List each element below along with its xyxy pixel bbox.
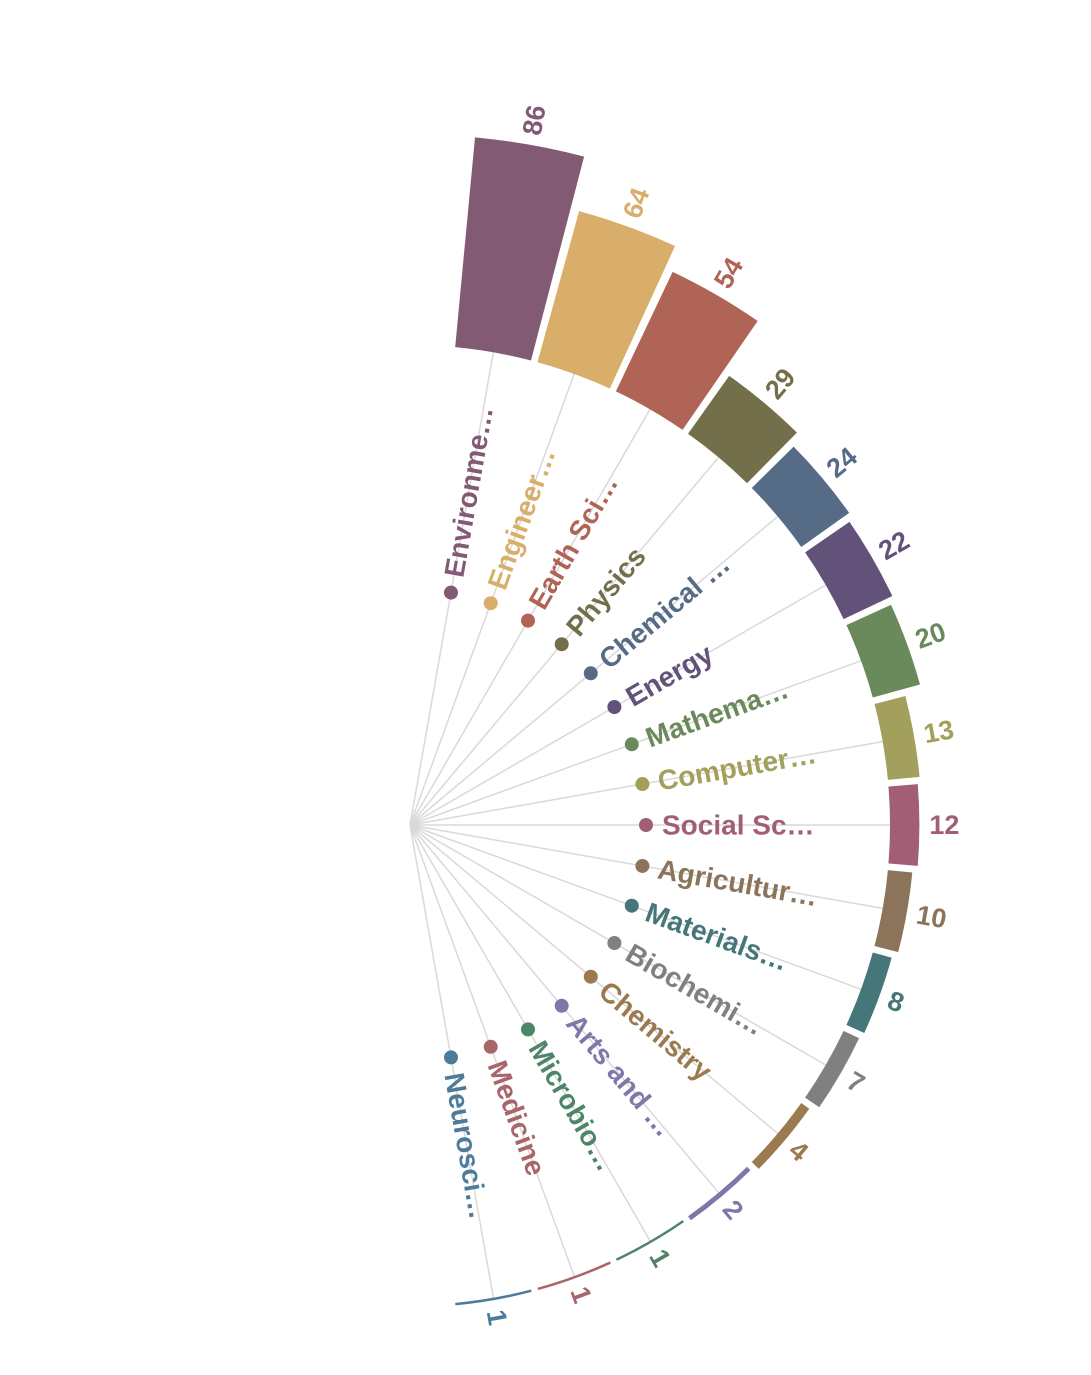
category-dot <box>483 1039 498 1054</box>
value-label: 1 <box>564 1283 597 1307</box>
bar <box>805 1030 860 1108</box>
value-label: 8 <box>884 985 908 1018</box>
category-dot <box>607 700 622 714</box>
bar <box>888 784 920 866</box>
category-dot <box>554 998 569 1013</box>
category-dot <box>624 737 639 752</box>
bar <box>846 952 892 1033</box>
bar <box>751 1103 810 1169</box>
value-label: 22 <box>874 525 915 566</box>
category-dot <box>635 858 650 873</box>
value-label: 20 <box>911 616 949 654</box>
value-label: 24 <box>821 441 863 483</box>
category-label: Environme… <box>438 404 499 579</box>
category-dot <box>554 637 569 652</box>
bar <box>751 446 850 547</box>
bar <box>455 1289 532 1306</box>
value-label: 86 <box>517 103 552 138</box>
value-label: 12 <box>929 810 959 840</box>
category-dot <box>639 818 653 832</box>
bar <box>874 695 920 780</box>
category-dot <box>443 1050 458 1065</box>
category-dot <box>624 898 639 913</box>
category-dot <box>583 969 598 984</box>
bars <box>455 137 921 1306</box>
category-labels: Environme…Engineer…Earth Sci…PhysicsChem… <box>438 404 820 1221</box>
value-label: 1 <box>643 1244 676 1272</box>
category-dot <box>607 936 622 950</box>
category-dot <box>521 1022 535 1037</box>
bar <box>688 1166 751 1221</box>
bar <box>537 211 676 389</box>
bar <box>615 271 758 430</box>
value-label: 2 <box>717 1194 750 1225</box>
value-label: 64 <box>617 184 655 222</box>
category-dot <box>583 666 598 681</box>
category-dot <box>443 585 458 600</box>
value-label: 29 <box>759 363 801 405</box>
value-label: 10 <box>914 900 949 935</box>
category-label: Agricultur… <box>655 853 820 912</box>
value-label: 4 <box>783 1135 814 1168</box>
category-label: Social Sc… <box>662 810 815 841</box>
bar <box>537 1261 611 1291</box>
category-dot <box>521 613 535 628</box>
value-label: 1 <box>481 1307 513 1327</box>
bar <box>805 521 893 620</box>
value-label: 13 <box>921 714 956 749</box>
category-label: Computer… <box>655 738 818 796</box>
category-label: Neurosci… <box>438 1070 494 1221</box>
bar <box>846 604 921 698</box>
value-label: 7 <box>842 1066 870 1099</box>
value-label: 54 <box>708 253 749 294</box>
bar <box>455 137 585 361</box>
category-dot <box>635 777 650 792</box>
category-dot <box>483 596 498 611</box>
bar <box>615 1220 684 1261</box>
bar <box>688 375 797 484</box>
bar <box>874 870 913 953</box>
